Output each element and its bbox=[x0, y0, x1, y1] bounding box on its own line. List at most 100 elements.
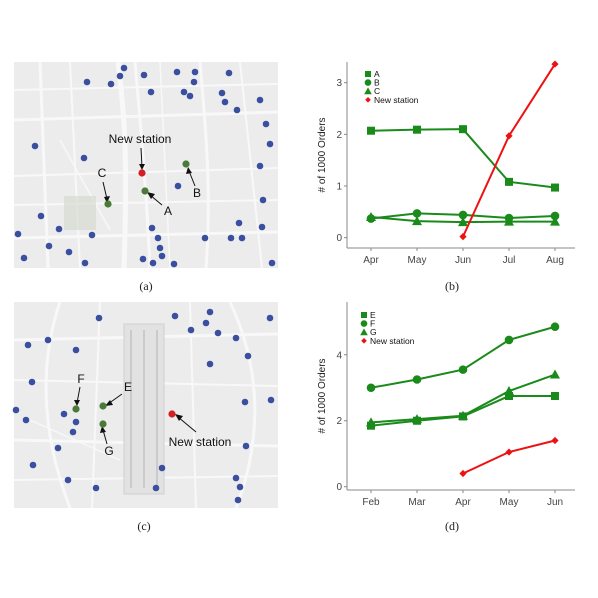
existing-station-dot bbox=[206, 308, 214, 316]
existing-station-dot bbox=[256, 96, 264, 104]
map-a-station-a-dot bbox=[141, 187, 149, 195]
chart-d: 0 2 4 Feb Mar Apr May Jun # of 1000 Orders EFGNew… bbox=[317, 302, 575, 508]
map-c-airport bbox=[123, 323, 165, 495]
existing-station-dot bbox=[24, 341, 32, 349]
data-point bbox=[504, 386, 514, 396]
data-point bbox=[412, 216, 422, 226]
map-c-station-e-dot bbox=[99, 402, 107, 410]
x-tick-label: May bbox=[500, 497, 519, 508]
legend-label: A bbox=[374, 69, 380, 79]
data-point bbox=[505, 177, 513, 186]
map-a-label-a: A bbox=[164, 204, 172, 218]
data-point bbox=[505, 132, 513, 140]
map-c-new-arrow bbox=[177, 416, 197, 433]
series-g bbox=[366, 369, 560, 427]
existing-station-dot bbox=[44, 336, 52, 344]
data-point bbox=[551, 60, 559, 68]
existing-station-dot bbox=[92, 484, 100, 492]
y-tick-label: 4 bbox=[336, 350, 342, 361]
legend-item: B bbox=[364, 78, 380, 88]
existing-station-dot bbox=[242, 442, 250, 450]
existing-station-dot bbox=[267, 396, 275, 404]
map-c-new-station-label: New station bbox=[169, 435, 232, 449]
existing-station-dot bbox=[221, 98, 229, 106]
data-point bbox=[550, 211, 560, 221]
existing-station-dot bbox=[120, 64, 128, 72]
existing-station-dot bbox=[31, 142, 39, 150]
map-a-station-b-dot bbox=[182, 160, 190, 168]
existing-station-dot bbox=[37, 212, 45, 220]
existing-station-dot bbox=[227, 234, 235, 242]
y-tick-label: 0 bbox=[336, 482, 342, 493]
existing-station-dot bbox=[22, 416, 30, 424]
existing-station-dot bbox=[88, 231, 96, 239]
data-point bbox=[504, 216, 514, 226]
legend-label: New station bbox=[370, 336, 415, 346]
series-new-station bbox=[459, 60, 559, 241]
data-point bbox=[505, 448, 513, 456]
existing-station-dot bbox=[152, 484, 160, 492]
existing-station-dot bbox=[158, 252, 166, 260]
map-a-roads bbox=[14, 62, 278, 268]
map-a-new-station-dot bbox=[138, 169, 146, 177]
legend-label: E bbox=[370, 310, 376, 320]
existing-station-dot bbox=[45, 242, 53, 250]
legend-swatch bbox=[360, 320, 368, 327]
data-point bbox=[459, 233, 467, 241]
existing-station-dot bbox=[180, 88, 188, 96]
existing-station-dot bbox=[60, 410, 68, 418]
existing-station-dot bbox=[202, 319, 210, 327]
data-point bbox=[366, 417, 376, 427]
existing-station-dot bbox=[12, 406, 20, 414]
data-point bbox=[412, 414, 422, 424]
existing-station-dot bbox=[235, 219, 243, 227]
x-tick-label: May bbox=[408, 255, 427, 266]
y-tick-label: 2 bbox=[336, 416, 342, 427]
map-c: F E G New station bbox=[12, 302, 278, 508]
data-point bbox=[458, 365, 468, 374]
existing-station-dot bbox=[259, 196, 267, 204]
data-point bbox=[551, 436, 559, 445]
existing-station-dot bbox=[214, 329, 222, 337]
data-point bbox=[459, 125, 467, 134]
data-point bbox=[551, 392, 559, 400]
existing-station-dot bbox=[140, 71, 148, 79]
existing-station-dot bbox=[65, 248, 73, 256]
x-tick-label: Jun bbox=[455, 255, 471, 266]
existing-station-dot bbox=[28, 378, 36, 386]
map-a-label-b: B bbox=[193, 186, 201, 200]
existing-station-dot bbox=[154, 234, 162, 242]
series-new-station bbox=[459, 436, 559, 478]
existing-station-dot bbox=[54, 444, 62, 452]
legend-label: F bbox=[370, 319, 375, 329]
existing-station-dot bbox=[173, 68, 181, 76]
map-a-label-c: C bbox=[98, 166, 107, 180]
existing-station-dot bbox=[148, 224, 156, 232]
data-point bbox=[550, 216, 560, 226]
data-point bbox=[459, 469, 467, 478]
existing-station-dot bbox=[187, 326, 195, 334]
data-point bbox=[366, 212, 376, 221]
series-b bbox=[366, 209, 560, 223]
map-a-annotations: New station C A B bbox=[98, 132, 201, 218]
existing-station-dot bbox=[233, 106, 241, 114]
map-a-new-arrow bbox=[140, 147, 143, 168]
y-axis-label: # of 1000 Orders bbox=[317, 358, 328, 433]
legend-swatch bbox=[361, 312, 367, 318]
map-a-new-station-label: New station bbox=[109, 132, 172, 146]
legend-label: B bbox=[374, 78, 380, 88]
existing-station-dot bbox=[170, 260, 178, 268]
caption-d: (d) bbox=[445, 519, 459, 533]
x-tick-label: Feb bbox=[362, 497, 380, 508]
chart-b: 0 1 2 3 Apr May Jun Jul Aug # of 1000 Orders ABCNe… bbox=[317, 60, 575, 266]
data-point bbox=[458, 217, 468, 227]
existing-station-dot bbox=[201, 234, 209, 242]
existing-station-dot bbox=[232, 474, 240, 482]
legend-swatch bbox=[364, 79, 372, 86]
y-tick-label: 2 bbox=[336, 130, 342, 141]
existing-station-dot bbox=[186, 92, 194, 100]
map-c-f-arrowhead bbox=[74, 400, 80, 406]
existing-station-dot bbox=[139, 255, 147, 263]
